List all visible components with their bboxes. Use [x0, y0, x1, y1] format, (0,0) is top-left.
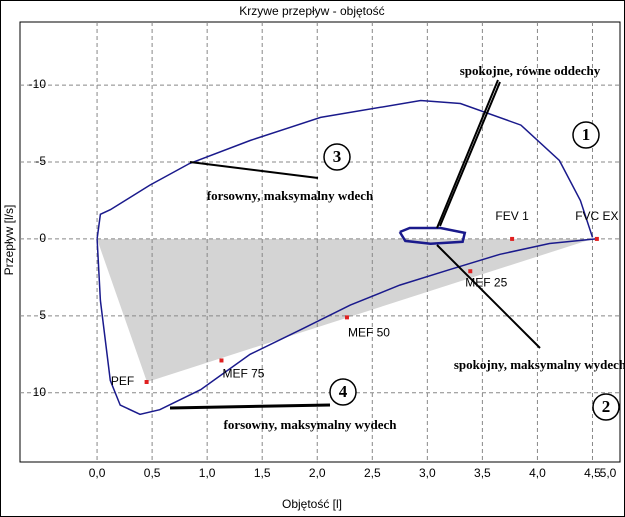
marker: [510, 236, 515, 241]
number-circle: [572, 121, 600, 149]
flow-volume-curve: [96, 238, 596, 416]
pointer-line: [436, 79, 499, 229]
marker: [219, 358, 224, 363]
marker: [144, 380, 149, 384]
x-tick-label: 5,0: [600, 466, 617, 480]
y-tick-label: -10: [29, 77, 47, 91]
y-tick-label: -5: [35, 154, 46, 168]
marker: [468, 269, 473, 274]
x-tick-label: 2,5: [364, 466, 381, 480]
marker: [344, 315, 349, 320]
marker: [594, 236, 599, 241]
number-circle: [329, 378, 357, 406]
pointer-line: [436, 244, 541, 349]
x-tick-label: 4,5: [584, 466, 601, 480]
marker-label: MEF 50: [348, 326, 390, 340]
annotation: spokojny, maksymalny wydech: [454, 357, 625, 372]
annotation: spokojne, równe oddechy: [460, 63, 601, 78]
pointer-line: [439, 81, 501, 227]
x-tick-label: 1,5: [254, 466, 271, 480]
x-tick-label: 0,0: [89, 466, 106, 480]
marker-label: FEV 1: [495, 209, 529, 223]
shaded-area: [97, 239, 592, 382]
circled-number: 3: [333, 147, 342, 166]
marker-label: FVC EX: [575, 209, 618, 223]
x-tick-label: 4,0: [529, 466, 546, 480]
y-tick-label: 0: [39, 231, 46, 245]
pointer-line: [169, 403, 331, 410]
x-tick-label: 3,5: [474, 466, 491, 480]
pointer-line: [189, 161, 319, 179]
number-circle: [323, 143, 351, 171]
circled-number: 4: [339, 382, 348, 401]
y-tick-label: 5: [39, 308, 46, 322]
x-tick-label: 3,0: [419, 466, 436, 480]
marker-label: MEF 25: [465, 275, 507, 289]
x-tick-label: 1,0: [199, 466, 216, 480]
flow-volume-curve: [398, 226, 467, 246]
marker-label: MEF 75: [222, 367, 264, 381]
marker-label: PEF: [111, 374, 134, 388]
y-tick-label: 10: [33, 385, 47, 399]
x-axis-label: Objętość [l]: [282, 497, 342, 511]
annotation: forsowny, maksymalny wdech: [207, 188, 374, 203]
flow-volume-curve: [96, 99, 594, 239]
y-axis-label: Przepływ [l/s]: [2, 205, 16, 276]
x-tick-label: 0,5: [144, 466, 161, 480]
x-tick-label: 2,0: [309, 466, 326, 480]
number-circle: [592, 393, 620, 421]
annotation: forsowny, maksymalny wydech: [224, 417, 398, 432]
chart-title: Krzywe przepływ - objętość: [239, 4, 384, 18]
circled-number: 2: [602, 397, 611, 416]
circled-number: 1: [582, 125, 591, 144]
